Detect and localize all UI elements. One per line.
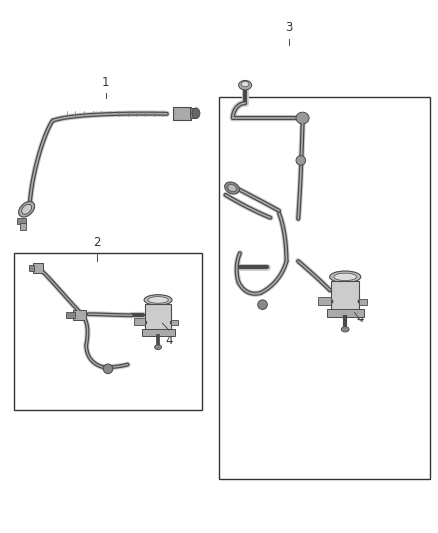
Bar bbox=[134, 318, 145, 326]
Ellipse shape bbox=[258, 300, 267, 310]
Bar bbox=[219, 97, 430, 479]
Bar bbox=[359, 299, 367, 305]
Ellipse shape bbox=[103, 364, 113, 374]
Ellipse shape bbox=[144, 295, 172, 305]
Bar bbox=[327, 309, 364, 317]
Ellipse shape bbox=[19, 201, 35, 217]
Bar bbox=[33, 263, 43, 273]
Ellipse shape bbox=[148, 296, 168, 303]
Ellipse shape bbox=[21, 204, 32, 214]
Ellipse shape bbox=[155, 345, 162, 350]
Text: 2: 2 bbox=[93, 236, 101, 249]
Bar bbox=[66, 312, 74, 318]
Ellipse shape bbox=[330, 271, 361, 282]
Bar bbox=[173, 107, 191, 119]
Bar bbox=[171, 320, 178, 326]
Bar bbox=[17, 217, 26, 224]
Text: 4: 4 bbox=[357, 312, 364, 325]
Bar bbox=[73, 310, 86, 319]
Ellipse shape bbox=[192, 108, 200, 118]
Ellipse shape bbox=[341, 327, 349, 332]
Text: 3: 3 bbox=[285, 21, 292, 34]
Text: 4: 4 bbox=[165, 334, 173, 348]
Ellipse shape bbox=[225, 182, 240, 194]
Bar bbox=[331, 281, 359, 310]
Ellipse shape bbox=[296, 156, 306, 165]
Ellipse shape bbox=[228, 184, 237, 192]
Bar bbox=[318, 297, 331, 305]
Bar bbox=[29, 265, 34, 271]
Bar bbox=[190, 109, 196, 118]
Ellipse shape bbox=[241, 82, 249, 87]
Bar bbox=[145, 304, 171, 330]
Text: 1: 1 bbox=[102, 76, 110, 89]
Ellipse shape bbox=[239, 80, 252, 90]
Bar bbox=[14, 253, 201, 410]
Bar bbox=[141, 329, 175, 336]
Ellipse shape bbox=[334, 273, 357, 280]
Ellipse shape bbox=[296, 112, 309, 124]
Bar bbox=[20, 223, 26, 230]
